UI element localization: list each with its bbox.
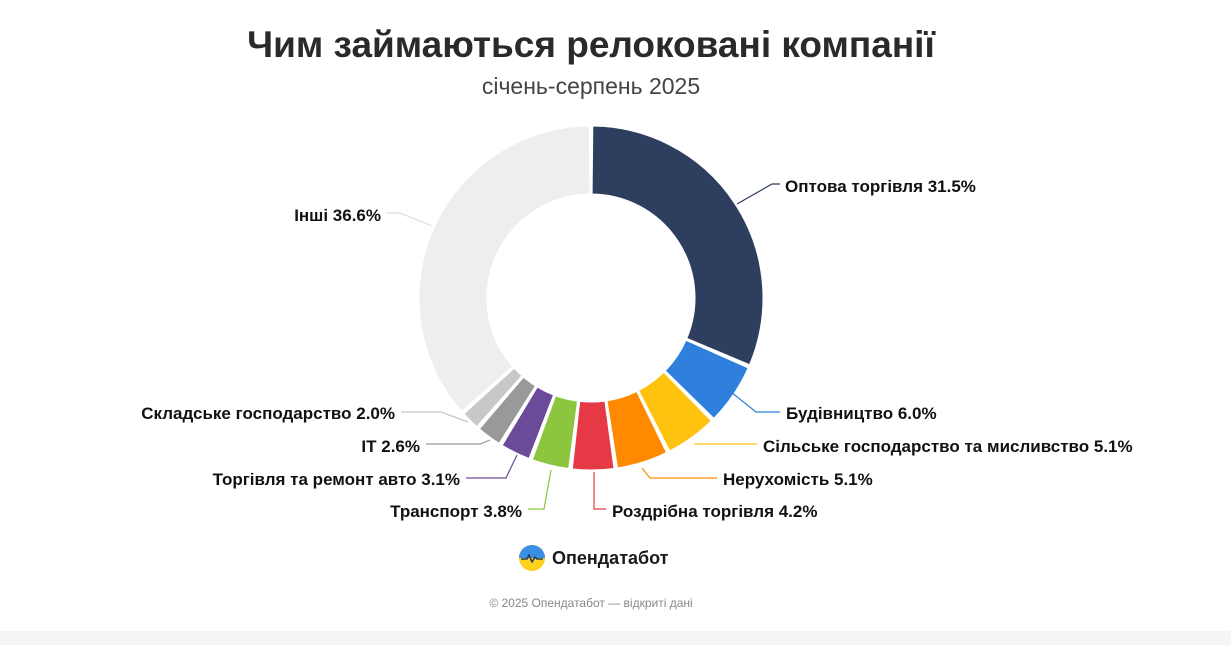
footer-copyright: © 2025 Опендатабот — відкриті дані bbox=[489, 596, 693, 610]
donut-slice-5 bbox=[571, 400, 615, 471]
donut-slice-4 bbox=[606, 390, 668, 469]
leader-line-1 bbox=[736, 183, 780, 205]
chart-subtitle: січень-серпень 2025 bbox=[481, 73, 701, 99]
opendatabot-logo-icon bbox=[519, 545, 545, 571]
donut-slice-1 bbox=[591, 125, 764, 366]
donut-slice-6 bbox=[531, 395, 579, 470]
donut-slices bbox=[418, 125, 764, 471]
slice-label-6: Транспорт 3.8% bbox=[390, 502, 522, 521]
donut-slice-2 bbox=[664, 339, 749, 419]
brand-name: Опендатабот bbox=[552, 547, 669, 568]
donut-slice-7 bbox=[501, 386, 555, 459]
leader-line-4 bbox=[641, 467, 717, 479]
leader-line-8 bbox=[426, 439, 491, 445]
leader-line-2 bbox=[730, 391, 780, 413]
leader-line-10 bbox=[387, 212, 433, 227]
bottom-band bbox=[0, 631, 1231, 645]
slice-label-4: Нерухомість 5.1% bbox=[723, 470, 873, 489]
donut-slice-3 bbox=[638, 371, 712, 452]
slice-label-9: Складське господарство 2.0% bbox=[141, 404, 395, 423]
label-leader-lines bbox=[387, 183, 780, 510]
slice-label-10: Інші 36.6% bbox=[294, 206, 381, 225]
leader-line-9 bbox=[401, 411, 469, 423]
slice-label-1: Оптова торгівля 31.5% bbox=[785, 177, 976, 196]
slice-label-3: Сільське господарство та мисливство 5.1% bbox=[763, 437, 1133, 456]
leader-line-7 bbox=[466, 454, 518, 479]
slice-label-2: Будівництво 6.0% bbox=[786, 404, 937, 423]
chart-title: Чим займаються релоковані компанії bbox=[247, 24, 935, 65]
leader-line-6 bbox=[528, 469, 552, 510]
brand: Опендатабот bbox=[518, 543, 669, 573]
leader-line-5 bbox=[593, 472, 606, 510]
donut-slice-8 bbox=[478, 376, 536, 444]
slice-label-8: IT 2.6% bbox=[361, 437, 420, 456]
slice-label-5: Роздрібна торгівля 4.2% bbox=[612, 502, 817, 521]
donut-slice-9 bbox=[463, 367, 523, 428]
slice-label-7: Торгівля та ремонт авто 3.1% bbox=[213, 470, 460, 489]
donut-slice-10 bbox=[418, 125, 591, 412]
slice-labels: Оптова торгівля 31.5% Будівництво 6.0% Сіл… bbox=[141, 177, 1132, 521]
